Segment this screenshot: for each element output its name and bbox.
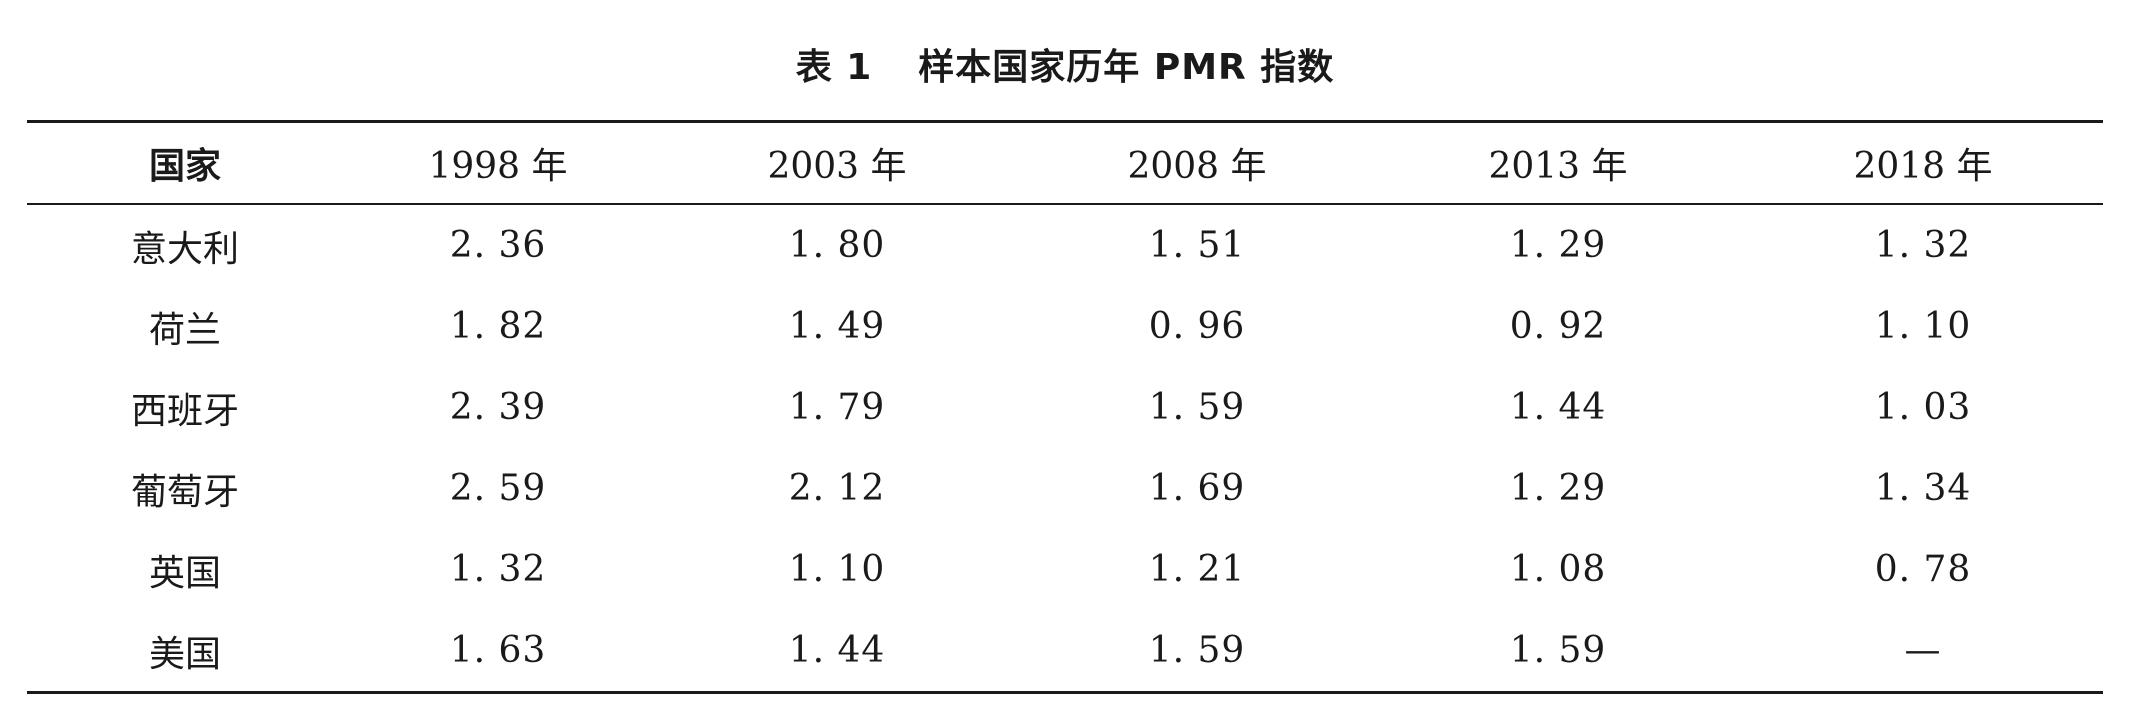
table-header-row: 国家 1998 年 2003 年 2008 年 2013 年 2018 年 — [27, 121, 2103, 204]
value-cell: 1. 49 — [788, 306, 886, 347]
header-2013: 2013 年 — [1488, 146, 1628, 187]
table-row: 英国 1. 32 1. 10 1. 21 1. 08 0. 78 — [27, 529, 2103, 610]
value-cell: 0. 78 — [1874, 549, 1972, 590]
value-cell: 1. 80 — [788, 225, 886, 266]
country-cell: 西班牙 — [130, 390, 239, 432]
value-cell: 1. 08 — [1509, 549, 1607, 590]
value-cell: 2. 12 — [788, 468, 886, 509]
header-country: 国家 — [148, 146, 221, 187]
value-cell: 0. 92 — [1509, 306, 1607, 347]
country-cell: 美国 — [148, 633, 221, 675]
value-cell: 2. 59 — [449, 468, 547, 509]
header-1998: 1998 年 — [428, 146, 568, 187]
header-2008: 2008 年 — [1127, 146, 1267, 187]
pmr-index-table: 国家 1998 年 2003 年 2008 年 2013 年 2018 年 意大… — [27, 120, 2103, 694]
value-cell: — — [1904, 630, 1942, 671]
value-cell: 2. 36 — [449, 225, 547, 266]
table-row: 西班牙 2. 39 1. 79 1. 59 1. 44 1. 03 — [27, 367, 2103, 448]
value-cell: 1. 03 — [1874, 387, 1972, 428]
value-cell: 1. 69 — [1148, 468, 1246, 509]
table-row: 葡萄牙 2. 59 2. 12 1. 69 1. 29 1. 34 — [27, 448, 2103, 529]
value-cell: 2. 39 — [449, 387, 547, 428]
table-row: 意大利 2. 36 1. 80 1. 51 1. 29 1. 32 — [27, 204, 2103, 286]
value-cell: 1. 44 — [788, 630, 886, 671]
value-cell: 1. 32 — [1874, 225, 1972, 266]
value-cell: 1. 10 — [1874, 306, 1972, 347]
value-cell: 1. 10 — [788, 549, 886, 590]
table-number: 表 1 — [795, 47, 873, 88]
value-cell: 1. 29 — [1509, 468, 1607, 509]
value-cell: 1. 79 — [788, 387, 886, 428]
table-title: 样本国家历年 PMR 指数 — [918, 47, 1335, 88]
value-cell: 1. 32 — [449, 549, 547, 590]
value-cell: 1. 34 — [1874, 468, 1972, 509]
value-cell: 1. 59 — [1148, 630, 1246, 671]
header-2018: 2018 年 — [1853, 146, 1993, 187]
table-row: 荷兰 1. 82 1. 49 0. 96 0. 92 1. 10 — [27, 286, 2103, 367]
country-cell: 意大利 — [130, 228, 239, 270]
table-row: 美国 1. 63 1. 44 1. 59 1. 59 — — [27, 610, 2103, 693]
value-cell: 1. 63 — [449, 630, 547, 671]
table-caption: 表 1 样本国家历年 PMR 指数 — [0, 38, 2130, 90]
header-2003: 2003 年 — [767, 146, 907, 187]
value-cell: 1. 51 — [1148, 225, 1246, 266]
country-cell: 荷兰 — [148, 309, 221, 351]
value-cell: 0. 96 — [1148, 306, 1246, 347]
value-cell: 1. 82 — [449, 306, 547, 347]
value-cell: 1. 59 — [1148, 387, 1246, 428]
country-cell: 葡萄牙 — [130, 471, 239, 513]
value-cell: 1. 44 — [1509, 387, 1607, 428]
value-cell: 1. 29 — [1509, 225, 1607, 266]
value-cell: 1. 59 — [1509, 630, 1607, 671]
value-cell: 1. 21 — [1148, 549, 1246, 590]
country-cell: 英国 — [148, 552, 221, 594]
